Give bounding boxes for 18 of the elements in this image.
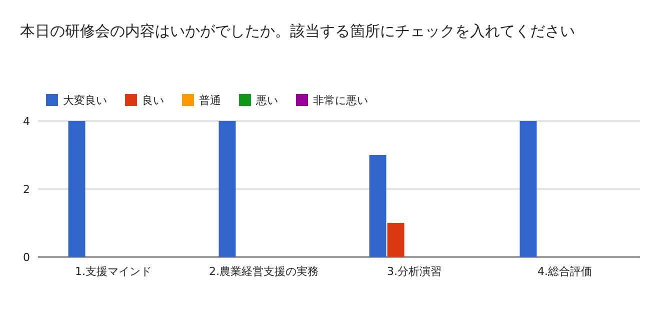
legend-label: 大変良い: [63, 94, 107, 107]
y-tick-label: 2: [23, 183, 30, 196]
x-tick-label: 4.総合評価: [538, 265, 592, 278]
bar: [68, 121, 86, 257]
x-tick-label: 1.支援マインド: [75, 265, 152, 278]
bar: [520, 121, 537, 257]
chart-title: 本日の研修会の内容はいかがでしたか。該当する箇所にチェックを入れてください: [20, 22, 575, 40]
legend-label: 悪い: [255, 94, 278, 107]
y-tick-label: 4: [23, 115, 30, 128]
bar: [387, 223, 404, 257]
legend-label: 良い: [142, 94, 164, 107]
x-tick-label: 2.農業経営支援の実務: [209, 265, 318, 278]
bar: [218, 121, 236, 257]
legend-label: 普通: [199, 94, 221, 107]
bar: [369, 155, 386, 257]
y-tick-label: 0: [23, 251, 30, 264]
legend-label: 非常に悪い: [313, 94, 368, 107]
x-tick-label: 3.分析演習: [387, 265, 442, 278]
